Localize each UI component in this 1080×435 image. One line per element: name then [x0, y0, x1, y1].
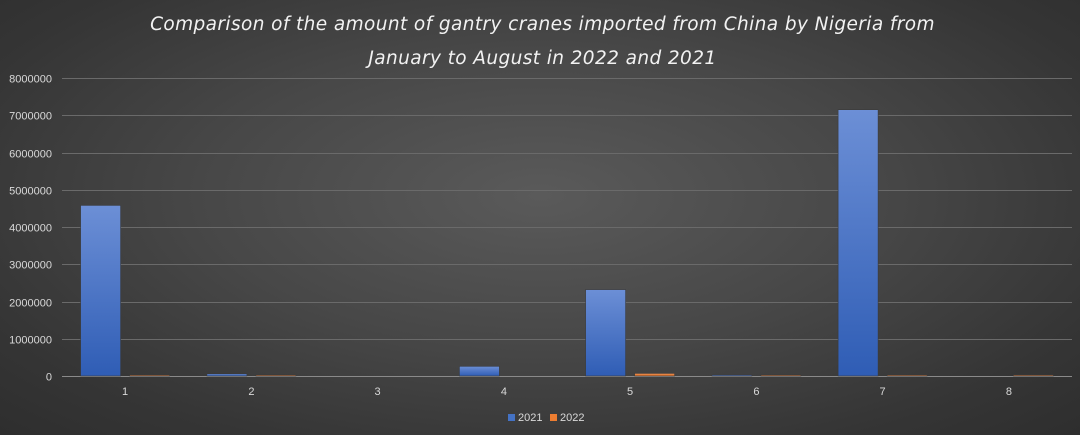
legend-label-2022: 2022	[560, 412, 584, 424]
bar-2021-1	[80, 205, 121, 377]
y-axis-ticks: 0 1000000 2000000 3000000 4000000 5000000 6000…	[9, 74, 52, 384]
x-tick-label: 8	[1006, 386, 1012, 398]
y-tick-label: 1000000	[9, 335, 52, 347]
x-axis-ticks: 1 2 3 4 5 6 7 8	[122, 386, 1012, 398]
y-tick-label: 5000000	[9, 186, 52, 198]
x-tick-label: 1	[122, 386, 128, 398]
bar-2022-2	[255, 374, 297, 377]
bar-2021-2	[206, 373, 248, 377]
y-tick-label: 6000000	[9, 149, 52, 161]
chart-title-line-2: January to August in 2022 and 2021	[368, 48, 717, 69]
bar-2022-8	[1013, 374, 1054, 377]
legend-swatch-2022	[550, 414, 557, 421]
bars	[80, 109, 1054, 377]
bar-2021-7	[837, 109, 879, 377]
bar-2022-5	[634, 373, 675, 377]
x-tick-label: 5	[627, 386, 633, 398]
bar-2022-6	[760, 374, 802, 377]
chart-title-line-1: Comparison of the amount of gantry crane…	[150, 14, 935, 35]
y-tick-label: 2000000	[9, 298, 52, 310]
x-tick-label: 2	[248, 386, 254, 398]
legend-label-2021: 2021	[518, 412, 542, 424]
bar-2021-4	[459, 365, 500, 377]
bar-2021-5	[585, 289, 626, 377]
x-tick-label: 4	[501, 386, 507, 398]
y-tick-label: 7000000	[9, 111, 52, 123]
x-tick-label: 7	[880, 386, 886, 398]
y-tick-label: 8000000	[9, 74, 52, 86]
bar-2022-1	[129, 374, 170, 377]
chart-title: Comparison of the amount of gantry crane…	[0, 8, 1080, 76]
gridlines	[62, 78, 1072, 377]
y-tick-label: 0	[46, 372, 52, 384]
y-tick-label: 3000000	[9, 260, 52, 272]
bar-2022-7	[886, 374, 928, 377]
bar-2021-6	[711, 374, 753, 377]
legend-swatch-2021	[508, 414, 515, 421]
x-tick-label: 6	[753, 386, 759, 398]
x-tick-label: 3	[375, 386, 381, 398]
y-tick-label: 4000000	[9, 223, 52, 235]
legend: 2021 2022	[508, 412, 584, 424]
